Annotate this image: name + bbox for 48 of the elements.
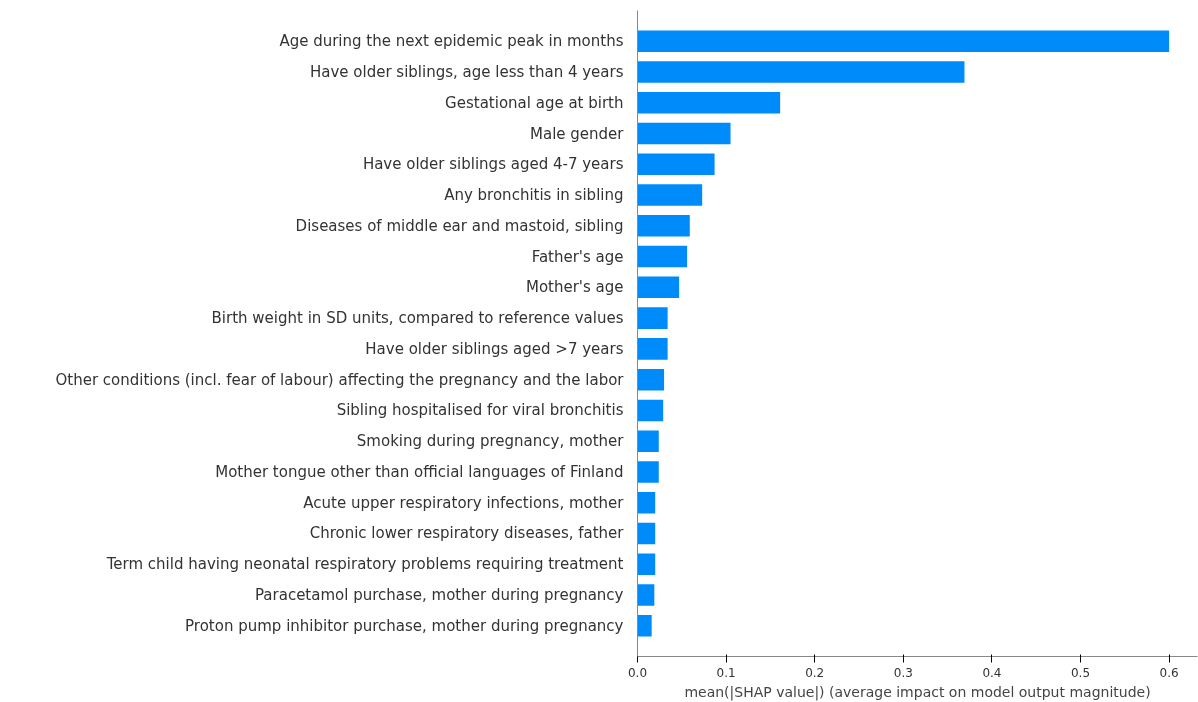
y-tick-label: Have older siblings, age less than 4 years xyxy=(309,63,624,82)
y-tick-label: Male gender xyxy=(530,124,625,143)
bar xyxy=(637,92,781,114)
bar xyxy=(637,491,656,514)
bar xyxy=(637,430,659,452)
y-tick-label: Have older siblings aged >7 years xyxy=(365,339,624,358)
y-tick-label: Smoking during pregnancy, mother xyxy=(356,432,625,451)
bar xyxy=(637,61,965,83)
bar xyxy=(637,122,731,145)
bar xyxy=(637,338,668,360)
y-tick-label: Mother's age xyxy=(525,278,624,297)
y-tick-label: Sibling hospitalised for viral bronchitis xyxy=(336,401,624,420)
x-tick-label: 0.6 xyxy=(1159,665,1179,680)
x-tick-label: 0.2 xyxy=(805,665,825,680)
x-tick-label: 0.5 xyxy=(1071,665,1091,680)
y-tick-label: Any bronchitis in sibling xyxy=(444,186,624,205)
y-tick-label: Gestational age at birth xyxy=(445,93,624,112)
bar xyxy=(637,215,690,237)
y-tick-label: Birth weight in SD units, compared to reference values xyxy=(211,309,624,328)
x-tick-label: 0.1 xyxy=(716,665,736,680)
y-tick-label: Have older siblings aged 4-7 years xyxy=(362,155,624,174)
bar xyxy=(637,368,665,391)
y-tick-label: Diseases of middle ear and mastoid, sibling xyxy=(295,216,624,235)
y-tick-label: Other conditions (incl. fear of labour) affecting the pregnancy and the labor xyxy=(55,370,625,389)
bar xyxy=(637,584,655,606)
bar xyxy=(637,184,703,206)
bar xyxy=(637,614,652,637)
bar xyxy=(637,399,664,422)
y-tick-label: Mother tongue other than official languages of Finland xyxy=(215,462,624,481)
bar xyxy=(637,522,656,545)
y-tick-label: Term child having neonatal respiratory problems requiring treatment xyxy=(105,555,624,574)
y-tick-label: Father's age xyxy=(531,247,624,266)
y-tick-label: Chronic lower respiratory diseases, father xyxy=(309,524,625,543)
x-axis-title: mean(|SHAP value|) (average impact on model output magnitude) xyxy=(684,683,1151,701)
x-tick-label: 0.3 xyxy=(893,665,913,680)
bar xyxy=(637,307,668,329)
bar xyxy=(637,153,715,176)
bar xyxy=(637,30,1170,53)
bar xyxy=(637,553,656,575)
y-tick-label: Paracetamol purchase, mother during pregnancy xyxy=(254,585,624,604)
y-tick-label: Age during the next epidemic peak in months xyxy=(279,32,624,51)
y-tick-label: Acute upper respiratory infections, mother xyxy=(303,493,625,512)
x-tick-label: 0.4 xyxy=(982,665,1002,680)
x-tick-label: 0.0 xyxy=(627,665,648,680)
y-tick-label: Proton pump inhibitor purchase, mother during pregnancy xyxy=(185,616,624,635)
bar xyxy=(637,245,688,268)
bar xyxy=(637,276,680,299)
bar xyxy=(637,461,659,483)
